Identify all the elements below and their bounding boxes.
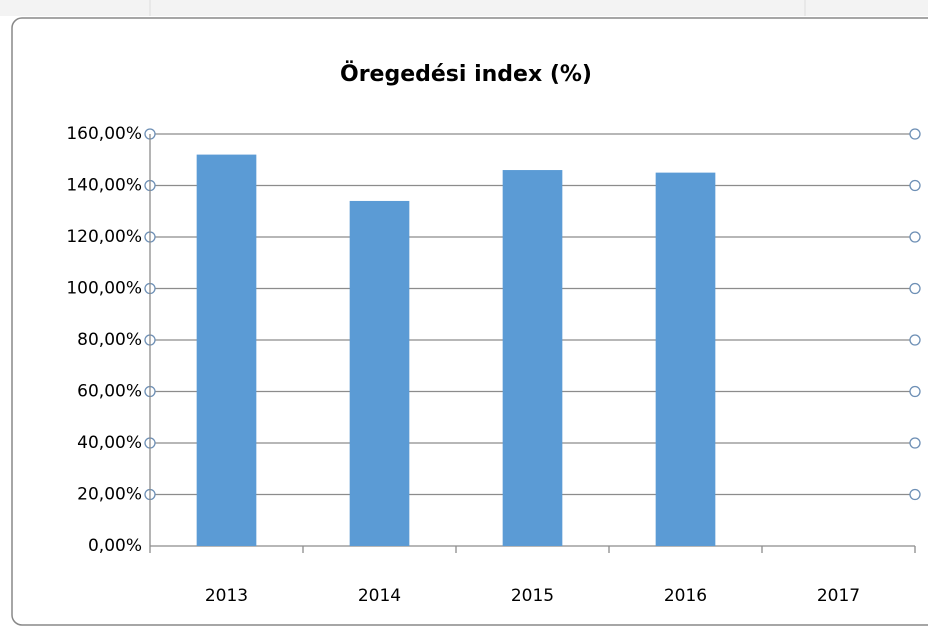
y-tick-label: 160,00% [66,124,142,144]
bar [349,200,410,546]
y-tick-label: 60,00% [77,382,142,402]
grid-handle [909,488,921,501]
x-tick-label: 2015 [511,586,554,606]
grid-handle [909,385,921,398]
y-tick-label: 140,00% [66,176,142,196]
bar [655,172,716,546]
grid-handle [909,334,921,346]
y-tick-label: 20,00% [77,485,142,505]
y-tick-label: 120,00% [66,227,142,247]
y-tick-label: 40,00% [77,433,142,453]
grid-handle [909,437,921,449]
x-tick-label: 2017 [817,586,860,606]
y-tick-label: 80,00% [77,330,142,350]
grid-handle [909,282,921,295]
grid-handle [909,231,921,243]
x-tick-label: 2016 [664,586,707,606]
x-tick-label: 2013 [205,586,248,606]
grid-handle [909,179,921,192]
chart-title: Öregedési index (%) [340,61,592,87]
x-tick-label: 2014 [358,586,401,606]
grid-handle [909,128,921,140]
y-tick-label: 0,00% [88,536,142,556]
bar [502,170,563,547]
bar [196,154,257,546]
sheet-header [0,0,928,16]
y-tick-label: 100,00% [66,279,142,299]
